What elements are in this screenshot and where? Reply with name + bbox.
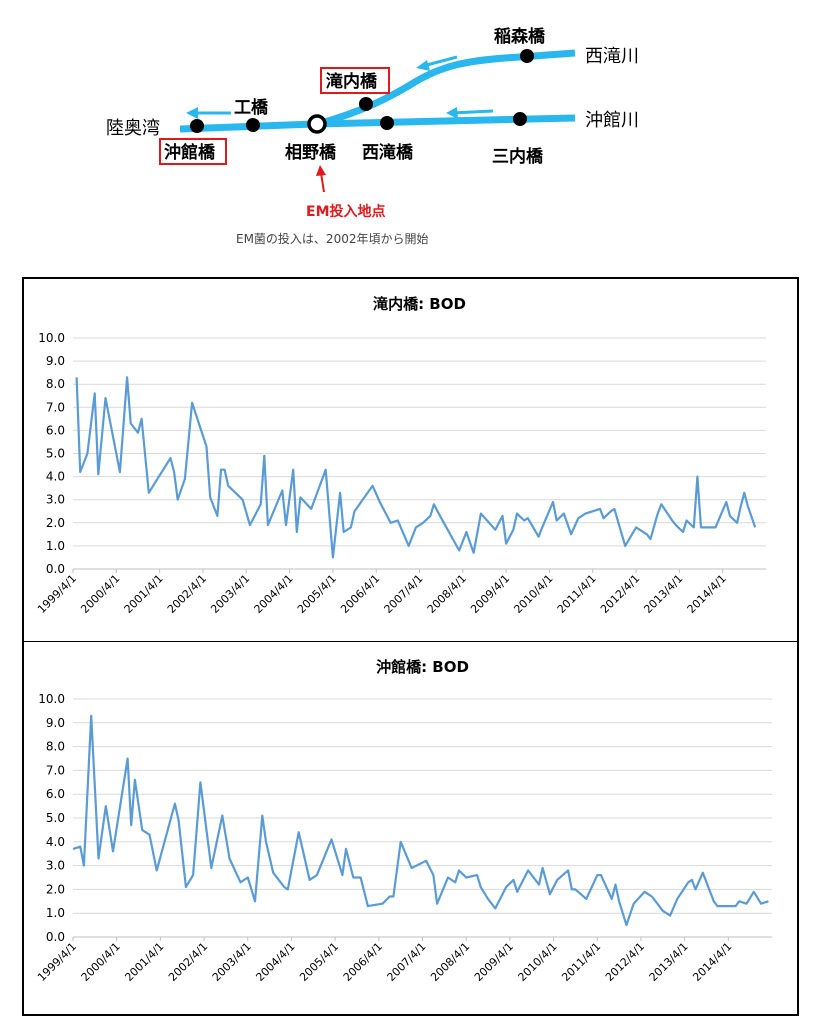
river-label-okidate: 沖館川 bbox=[585, 110, 639, 131]
y-tick-label: 0.0 bbox=[46, 562, 65, 576]
y-tick-label: 8.0 bbox=[46, 377, 65, 391]
station-em-point-aino bbox=[307, 114, 327, 134]
y-tick-label: 9.0 bbox=[46, 716, 65, 730]
x-tick-label: 2004/4/1 bbox=[253, 940, 297, 984]
station-label-okidate: 沖館橋 bbox=[164, 142, 216, 163]
x-tick-label: 2002/4/1 bbox=[166, 940, 210, 984]
nishitaki-river-line bbox=[317, 49, 576, 128]
x-tick-label: 2005/4/1 bbox=[295, 572, 339, 616]
chart-title: 滝内橋: BOD bbox=[373, 295, 466, 313]
em-point-arrow-icon bbox=[316, 165, 326, 193]
station-dot-okidate bbox=[190, 119, 204, 133]
x-tick-label: 2008/4/1 bbox=[425, 572, 469, 616]
flow-arrow-icon bbox=[446, 107, 494, 119]
x-tick-label: 2003/4/1 bbox=[208, 572, 252, 616]
x-tick-label: 2003/4/1 bbox=[210, 940, 254, 984]
series-line bbox=[72, 714, 769, 927]
station-dot-inamori bbox=[520, 49, 534, 63]
em-caption: EM菌の投入は、2002年頃から開始 bbox=[236, 231, 428, 246]
x-tick-label: 2002/4/1 bbox=[165, 572, 209, 616]
chart-okidate-bod: 沖館橋: BOD 10.0 9.0 8.0 7.0 6.0 5.0 4.0 3.0 2.0 1.0 0… bbox=[22, 641, 799, 1016]
chart-takiuchi-svg: 滝内橋: BOD 10.0 9.0 8.0 7.0 6.0 5.0 4.0 3.0 2.0 1.0 0… bbox=[35, 295, 766, 616]
y-tick-label: 5.0 bbox=[46, 811, 65, 825]
x-tick-label: 2011/4/1 bbox=[555, 572, 599, 616]
chart-okidate-svg: 沖館橋: BOD 10.0 9.0 8.0 7.0 6.0 5.0 4.0 3.0 2.0 1.0 0… bbox=[35, 658, 772, 984]
x-tick-label: 2004/4/1 bbox=[252, 572, 296, 616]
x-tick-label: 2006/4/1 bbox=[338, 572, 382, 616]
bay-label: 陸奥湾 bbox=[106, 118, 160, 139]
x-tick-label: 2008/4/1 bbox=[428, 940, 472, 984]
y-tick-label: 5.0 bbox=[46, 447, 65, 461]
y-tick-label: 1.0 bbox=[46, 539, 65, 553]
y-tick-label: 8.0 bbox=[46, 740, 65, 754]
flow-arrow-icon bbox=[186, 107, 231, 119]
x-tick-label: 2000/4/1 bbox=[78, 572, 122, 616]
station-dot-takiuchi bbox=[359, 97, 373, 111]
station-label-aino: 相野橋 bbox=[285, 142, 337, 163]
x-tick-label: 2009/4/1 bbox=[468, 572, 512, 616]
x-tick-label: 1999/4/1 bbox=[35, 572, 79, 616]
x-tick-label: 2011/4/1 bbox=[559, 940, 603, 984]
y-tick-label: 2.0 bbox=[46, 516, 65, 530]
x-tick-label: 1999/4/1 bbox=[35, 940, 79, 984]
x-tick-label: 2014/4/1 bbox=[685, 572, 729, 616]
river-label-nishitaki: 西滝川 bbox=[585, 46, 639, 67]
y-tick-label: 3.0 bbox=[46, 859, 65, 873]
chart-title: 沖館橋: BOD bbox=[376, 658, 469, 676]
y-tick-label: 6.0 bbox=[46, 423, 65, 437]
flow-arrow-icon bbox=[416, 55, 458, 71]
x-tick-label: 2007/4/1 bbox=[384, 940, 428, 984]
station-label-sannai: 三内橋 bbox=[492, 146, 544, 167]
x-tick-label: 2009/4/1 bbox=[472, 940, 516, 984]
x-tick-label: 2014/4/1 bbox=[690, 940, 734, 984]
station-label-kobashi: 工橋 bbox=[234, 97, 269, 118]
x-tick-label: 2013/4/1 bbox=[647, 940, 691, 984]
y-tick-label: 10.0 bbox=[38, 331, 65, 345]
y-tick-label: 7.0 bbox=[46, 400, 65, 414]
y-tick-label: 1.0 bbox=[46, 906, 65, 920]
y-tick-label: 3.0 bbox=[46, 493, 65, 507]
y-tick-label: 10.0 bbox=[38, 692, 65, 706]
x-tick-label: 2000/4/1 bbox=[79, 940, 123, 984]
x-tick-label: 2006/4/1 bbox=[341, 940, 385, 984]
station-dot-nishitaki bbox=[380, 116, 394, 130]
x-tick-label: 2013/4/1 bbox=[641, 572, 685, 616]
x-tick-label: 2001/4/1 bbox=[122, 572, 166, 616]
y-tick-label: 7.0 bbox=[46, 763, 65, 777]
x-tick-label: 2001/4/1 bbox=[122, 940, 166, 984]
y-tick-label: 2.0 bbox=[46, 882, 65, 896]
series-line bbox=[75, 376, 757, 559]
x-tick-label: 2010/4/1 bbox=[516, 940, 560, 984]
station-label-takiuchi: 滝内橋 bbox=[326, 71, 378, 92]
takiuchi-highlight-box bbox=[320, 67, 390, 94]
y-tick-label: 4.0 bbox=[46, 470, 65, 484]
station-label-nishitaki: 西滝橋 bbox=[362, 142, 414, 163]
x-tick-label: 2012/4/1 bbox=[598, 572, 642, 616]
em-point-label: EM投入地点 bbox=[306, 203, 386, 220]
x-tick-label: 2007/4/1 bbox=[381, 572, 425, 616]
y-tick-label: 4.0 bbox=[46, 835, 65, 849]
station-dot-kobashi bbox=[246, 118, 260, 132]
x-tick-label: 2005/4/1 bbox=[297, 940, 341, 984]
y-tick-label: 6.0 bbox=[46, 787, 65, 801]
x-tick-label: 2012/4/1 bbox=[603, 940, 647, 984]
okidate-highlight-box bbox=[159, 138, 227, 165]
station-label-inamori: 稲森橋 bbox=[494, 26, 546, 47]
y-tick-label: 9.0 bbox=[46, 354, 65, 368]
y-tick-label: 0.0 bbox=[46, 930, 65, 944]
river-map: 西滝川 沖館川 陸奥湾 稲森橋 滝内橋 工橋 沖館橋 相野橋 西滝橋 三内橋 E… bbox=[106, 26, 639, 246]
chart-takiuchi-bod: 滝内橋: BOD 10.0 9.0 8.0 7.0 6.0 5.0 4.0 3.0 2.0 1.0 0… bbox=[22, 277, 799, 643]
station-dot-sannai bbox=[513, 112, 527, 126]
x-tick-label: 2010/4/1 bbox=[511, 572, 555, 616]
